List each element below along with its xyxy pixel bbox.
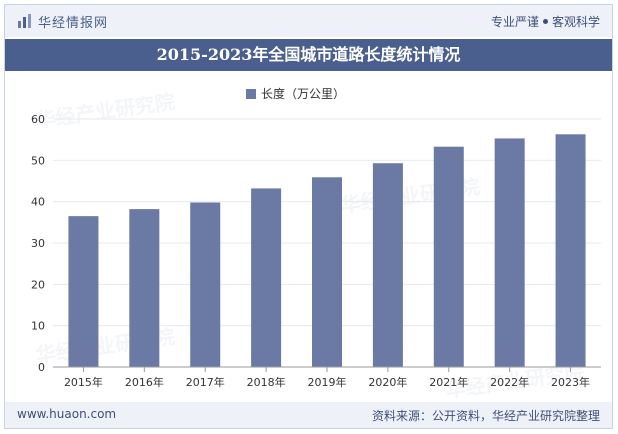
bar bbox=[494, 138, 525, 367]
y-tick-label: 40 bbox=[31, 196, 45, 209]
bar bbox=[433, 146, 464, 367]
chart-title: 2015-2023年全国城市道路长度统计情况 bbox=[5, 39, 612, 71]
tagline: 专业严谨 客观科学 bbox=[491, 13, 600, 30]
footer: www.huaon.com 资料来源：公开资料，华经产业研究院整理 bbox=[5, 402, 612, 428]
x-tick-label: 2019年 bbox=[308, 375, 347, 389]
bars bbox=[68, 134, 586, 367]
y-tick-label: 50 bbox=[31, 154, 45, 167]
bar bbox=[129, 209, 160, 367]
brand-logo-icon bbox=[18, 14, 31, 28]
bar bbox=[555, 134, 586, 367]
website-link[interactable]: www.huaon.com bbox=[17, 407, 117, 421]
source-note: 资料来源：公开资料，华经产业研究院整理 bbox=[371, 409, 600, 423]
y-tick-label: 0 bbox=[38, 361, 45, 374]
y-tick-label: 20 bbox=[31, 278, 45, 291]
y-tick-label: 60 bbox=[31, 113, 45, 126]
x-tick-label: 2015年 bbox=[64, 375, 103, 389]
legend-label: 长度（万公里） bbox=[261, 86, 345, 101]
bar bbox=[251, 188, 282, 367]
legend: 长度（万公里） bbox=[246, 86, 345, 101]
x-tick-label: 2023年 bbox=[551, 375, 590, 389]
x-tick-label: 2022年 bbox=[490, 375, 529, 389]
y-axis: 0 10 20 30 40 50 60 bbox=[31, 113, 45, 374]
x-tick-label: 2021年 bbox=[429, 375, 468, 389]
y-tick-label: 10 bbox=[31, 320, 45, 333]
legend-swatch bbox=[246, 89, 256, 99]
x-tick-label: 2016年 bbox=[125, 375, 164, 389]
bar bbox=[190, 202, 221, 367]
brand[interactable]: 华经情报网 bbox=[17, 12, 109, 31]
bar bbox=[68, 216, 99, 367]
bullet-icon bbox=[542, 19, 548, 24]
bar bbox=[372, 163, 403, 367]
y-tick-label: 30 bbox=[31, 237, 45, 250]
chart-frame: 华经情报网 专业严谨 客观科学 2015-2023年全国城市道路长度统计情况 华… bbox=[4, 4, 613, 429]
x-axis: 2015年 2016年 2017年 2018年 2019年 2020年 2021年 2022年… bbox=[53, 366, 601, 389]
x-tick-label: 2017年 bbox=[186, 375, 225, 389]
x-tick-label: 2018年 bbox=[247, 375, 286, 389]
top-bar: 华经情报网 专业严谨 客观科学 bbox=[5, 5, 612, 37]
bar bbox=[312, 177, 342, 367]
brand-name: 华经情报网 bbox=[38, 15, 109, 31]
tagline-right: 客观科学 bbox=[551, 15, 600, 29]
x-tick-label: 2020年 bbox=[368, 375, 407, 389]
tagline-left: 专业严谨 bbox=[490, 15, 539, 29]
